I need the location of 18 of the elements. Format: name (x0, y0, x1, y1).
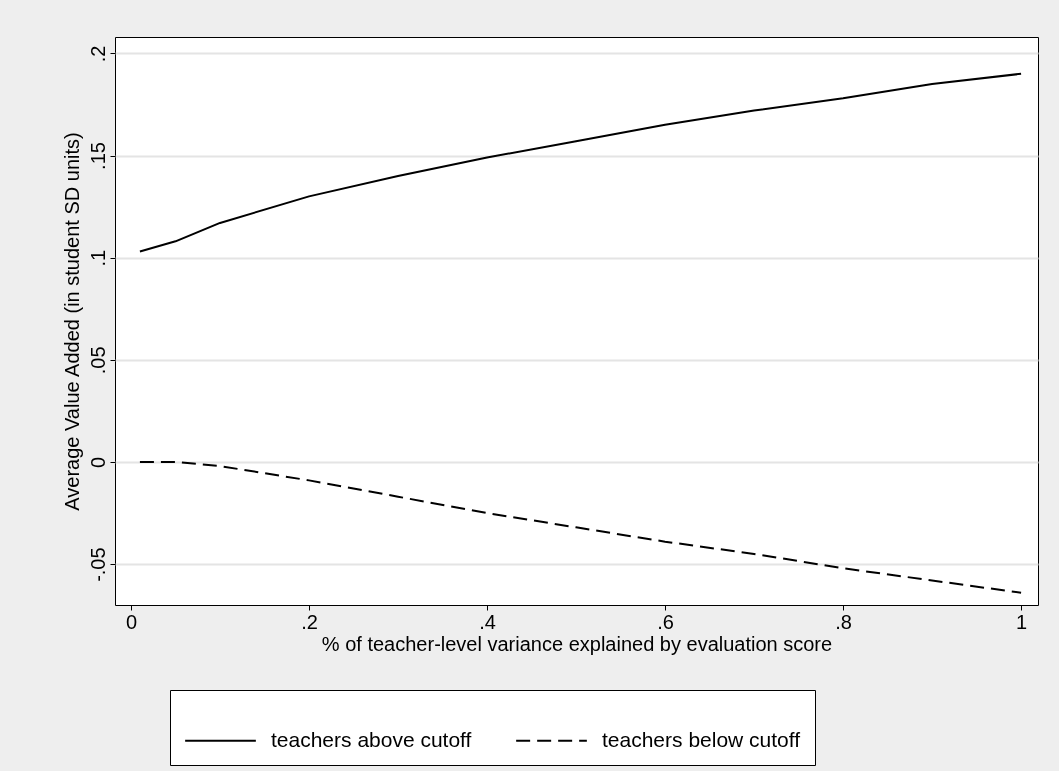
x-tick-label: 1 (1016, 610, 1028, 633)
y-axis-title: Average Value Added (in student SD units) (60, 132, 83, 511)
y-tick-label: .2 (86, 45, 109, 63)
y-tick-label: -.05 (86, 547, 109, 582)
legend-label: teachers above cutoff (271, 727, 472, 751)
y-tick-label: .1 (86, 249, 109, 267)
x-tick-label: .8 (835, 610, 852, 633)
x-tick-label: .6 (657, 610, 674, 633)
x-tick-label: .4 (479, 610, 496, 633)
x-tick-label: .2 (301, 610, 318, 633)
y-tick-label: 0 (86, 456, 109, 469)
line-series (138, 460, 1023, 594)
x-axis-title: % of teacher-level variance explained by evaluation score (321, 632, 833, 655)
legend-label: teachers below cutoff (602, 727, 801, 751)
line-series (138, 72, 1023, 253)
y-tick-label: .05 (86, 346, 109, 375)
y-tick-label: .15 (86, 142, 109, 170)
x-tick-label: 0 (125, 610, 138, 633)
